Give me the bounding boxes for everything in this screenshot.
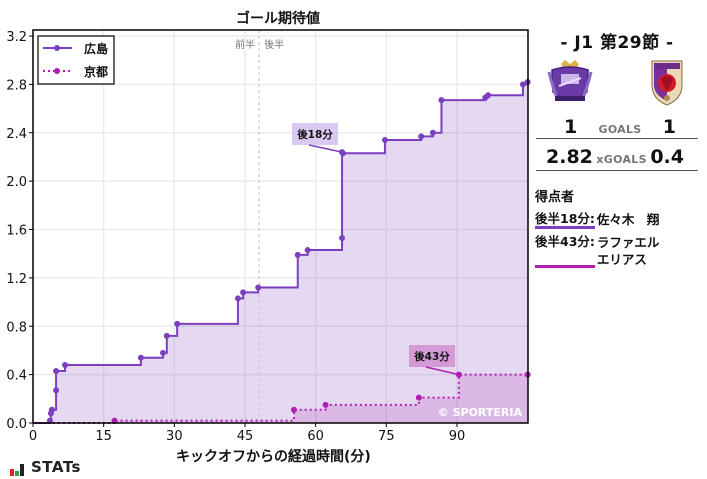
- scorer-item: 後半43分: ラファエル エリアス: [535, 234, 659, 268]
- away-shot-point: [290, 406, 297, 413]
- y-tick-label: 0.4: [6, 369, 27, 384]
- home-shot-point: [519, 81, 526, 88]
- y-tick-label: 2.8: [6, 78, 27, 93]
- away-xg-line: [33, 373, 528, 424]
- home-shot-point: [160, 349, 167, 356]
- home-shot-point: [339, 234, 346, 241]
- home-shot-point: [48, 406, 55, 413]
- x-tick-label: 30: [166, 429, 183, 444]
- home-xgoals: 2.82: [546, 146, 593, 168]
- goal-annotation-box: [292, 123, 338, 145]
- home-shot-point: [294, 251, 301, 258]
- x-tick-label: 90: [449, 429, 466, 444]
- scorer-time: 後半18分:: [535, 211, 595, 229]
- away-xgoals: 0.4: [650, 146, 684, 168]
- away-shot-point: [415, 394, 422, 401]
- legend-home-marker: [54, 45, 60, 51]
- goal-annotation-pointer: [425, 366, 460, 376]
- home-shot-point: [62, 361, 69, 368]
- y-tick-label: 1.6: [6, 224, 27, 239]
- plot-frame: [32, 29, 529, 424]
- home-shot-point: [53, 367, 60, 374]
- scorer-name: ラファエル エリアス: [596, 235, 660, 267]
- x-tick-label: 75: [378, 429, 395, 444]
- chart-title: ゴール期待値: [236, 11, 320, 27]
- x-tick-label: 15: [95, 429, 112, 444]
- brand-text: STATs: [31, 458, 81, 476]
- first-half-label: 前半: [235, 38, 255, 51]
- xgoals-row: 2.82 xGOALS 0.4: [536, 146, 698, 171]
- home-shot-point: [163, 332, 170, 339]
- y-tick-label: 0.0: [6, 417, 27, 432]
- y-tick-label: 0.8: [6, 320, 27, 335]
- home-shot-point: [255, 284, 262, 291]
- scorer-name: 佐々木 翔: [596, 212, 660, 227]
- goal-annotation-label: 後18分: [296, 128, 333, 141]
- legend-away-marker: [54, 68, 60, 74]
- round-label: - J1 第29節 -: [560, 33, 674, 53]
- x-axis-label: キックオフからの経過時間(分): [176, 449, 371, 465]
- scorers-title: 得点者: [535, 190, 575, 205]
- home-shot-point: [234, 295, 241, 302]
- home-xg-area: [33, 81, 528, 424]
- home-shot-point: [137, 354, 144, 361]
- home-team-crest-icon: [547, 60, 593, 101]
- x-tick-label: 0: [29, 429, 37, 444]
- away-team-crest-icon: [651, 60, 683, 106]
- y-tick-label: 1.2: [6, 272, 27, 287]
- goals-row: 1 GOALS 1: [536, 116, 698, 139]
- scorer-time: 後半43分:: [535, 234, 595, 268]
- goal-annotation-box: [409, 345, 455, 367]
- home-shot-point: [418, 133, 425, 140]
- home-shot-point: [438, 97, 445, 104]
- watermark: © SPORTERIA: [438, 406, 523, 419]
- legend-home-label: 広島: [84, 41, 108, 56]
- legend-away-label: 京都: [84, 64, 108, 79]
- bar-logo-icon: [10, 464, 24, 476]
- goal-annotation-label: 後43分: [413, 350, 450, 363]
- y-tick-label: 2.4: [6, 127, 27, 142]
- home-shot-point: [429, 129, 436, 136]
- home-shot-point: [485, 92, 492, 99]
- x-tick-label: 60: [307, 429, 324, 444]
- second-half-label: 後半: [264, 38, 284, 51]
- home-shot-point: [240, 289, 247, 296]
- home-shot-point: [174, 320, 181, 327]
- away-xg-area: [33, 374, 528, 423]
- scorer-item: 後半18分: 佐々木 翔: [535, 211, 659, 229]
- home-shot-point: [46, 417, 53, 424]
- home-shot-point: [53, 387, 60, 394]
- x-tick-label: 45: [237, 429, 254, 444]
- xgoals-label: xGOALS: [596, 153, 647, 166]
- away-goals: 1: [662, 116, 676, 138]
- stats-brand: STATs: [10, 458, 81, 476]
- away-shot-point: [322, 401, 329, 408]
- home-shot-point: [304, 247, 311, 254]
- home-shot-point: [381, 137, 388, 144]
- y-tick-label: 3.2: [6, 30, 27, 45]
- home-goals: 1: [564, 116, 578, 138]
- away-shot-point: [111, 417, 118, 424]
- y-tick-label: 2.0: [6, 175, 27, 190]
- goals-label: GOALS: [598, 123, 642, 136]
- goal-annotation-pointer: [308, 144, 343, 153]
